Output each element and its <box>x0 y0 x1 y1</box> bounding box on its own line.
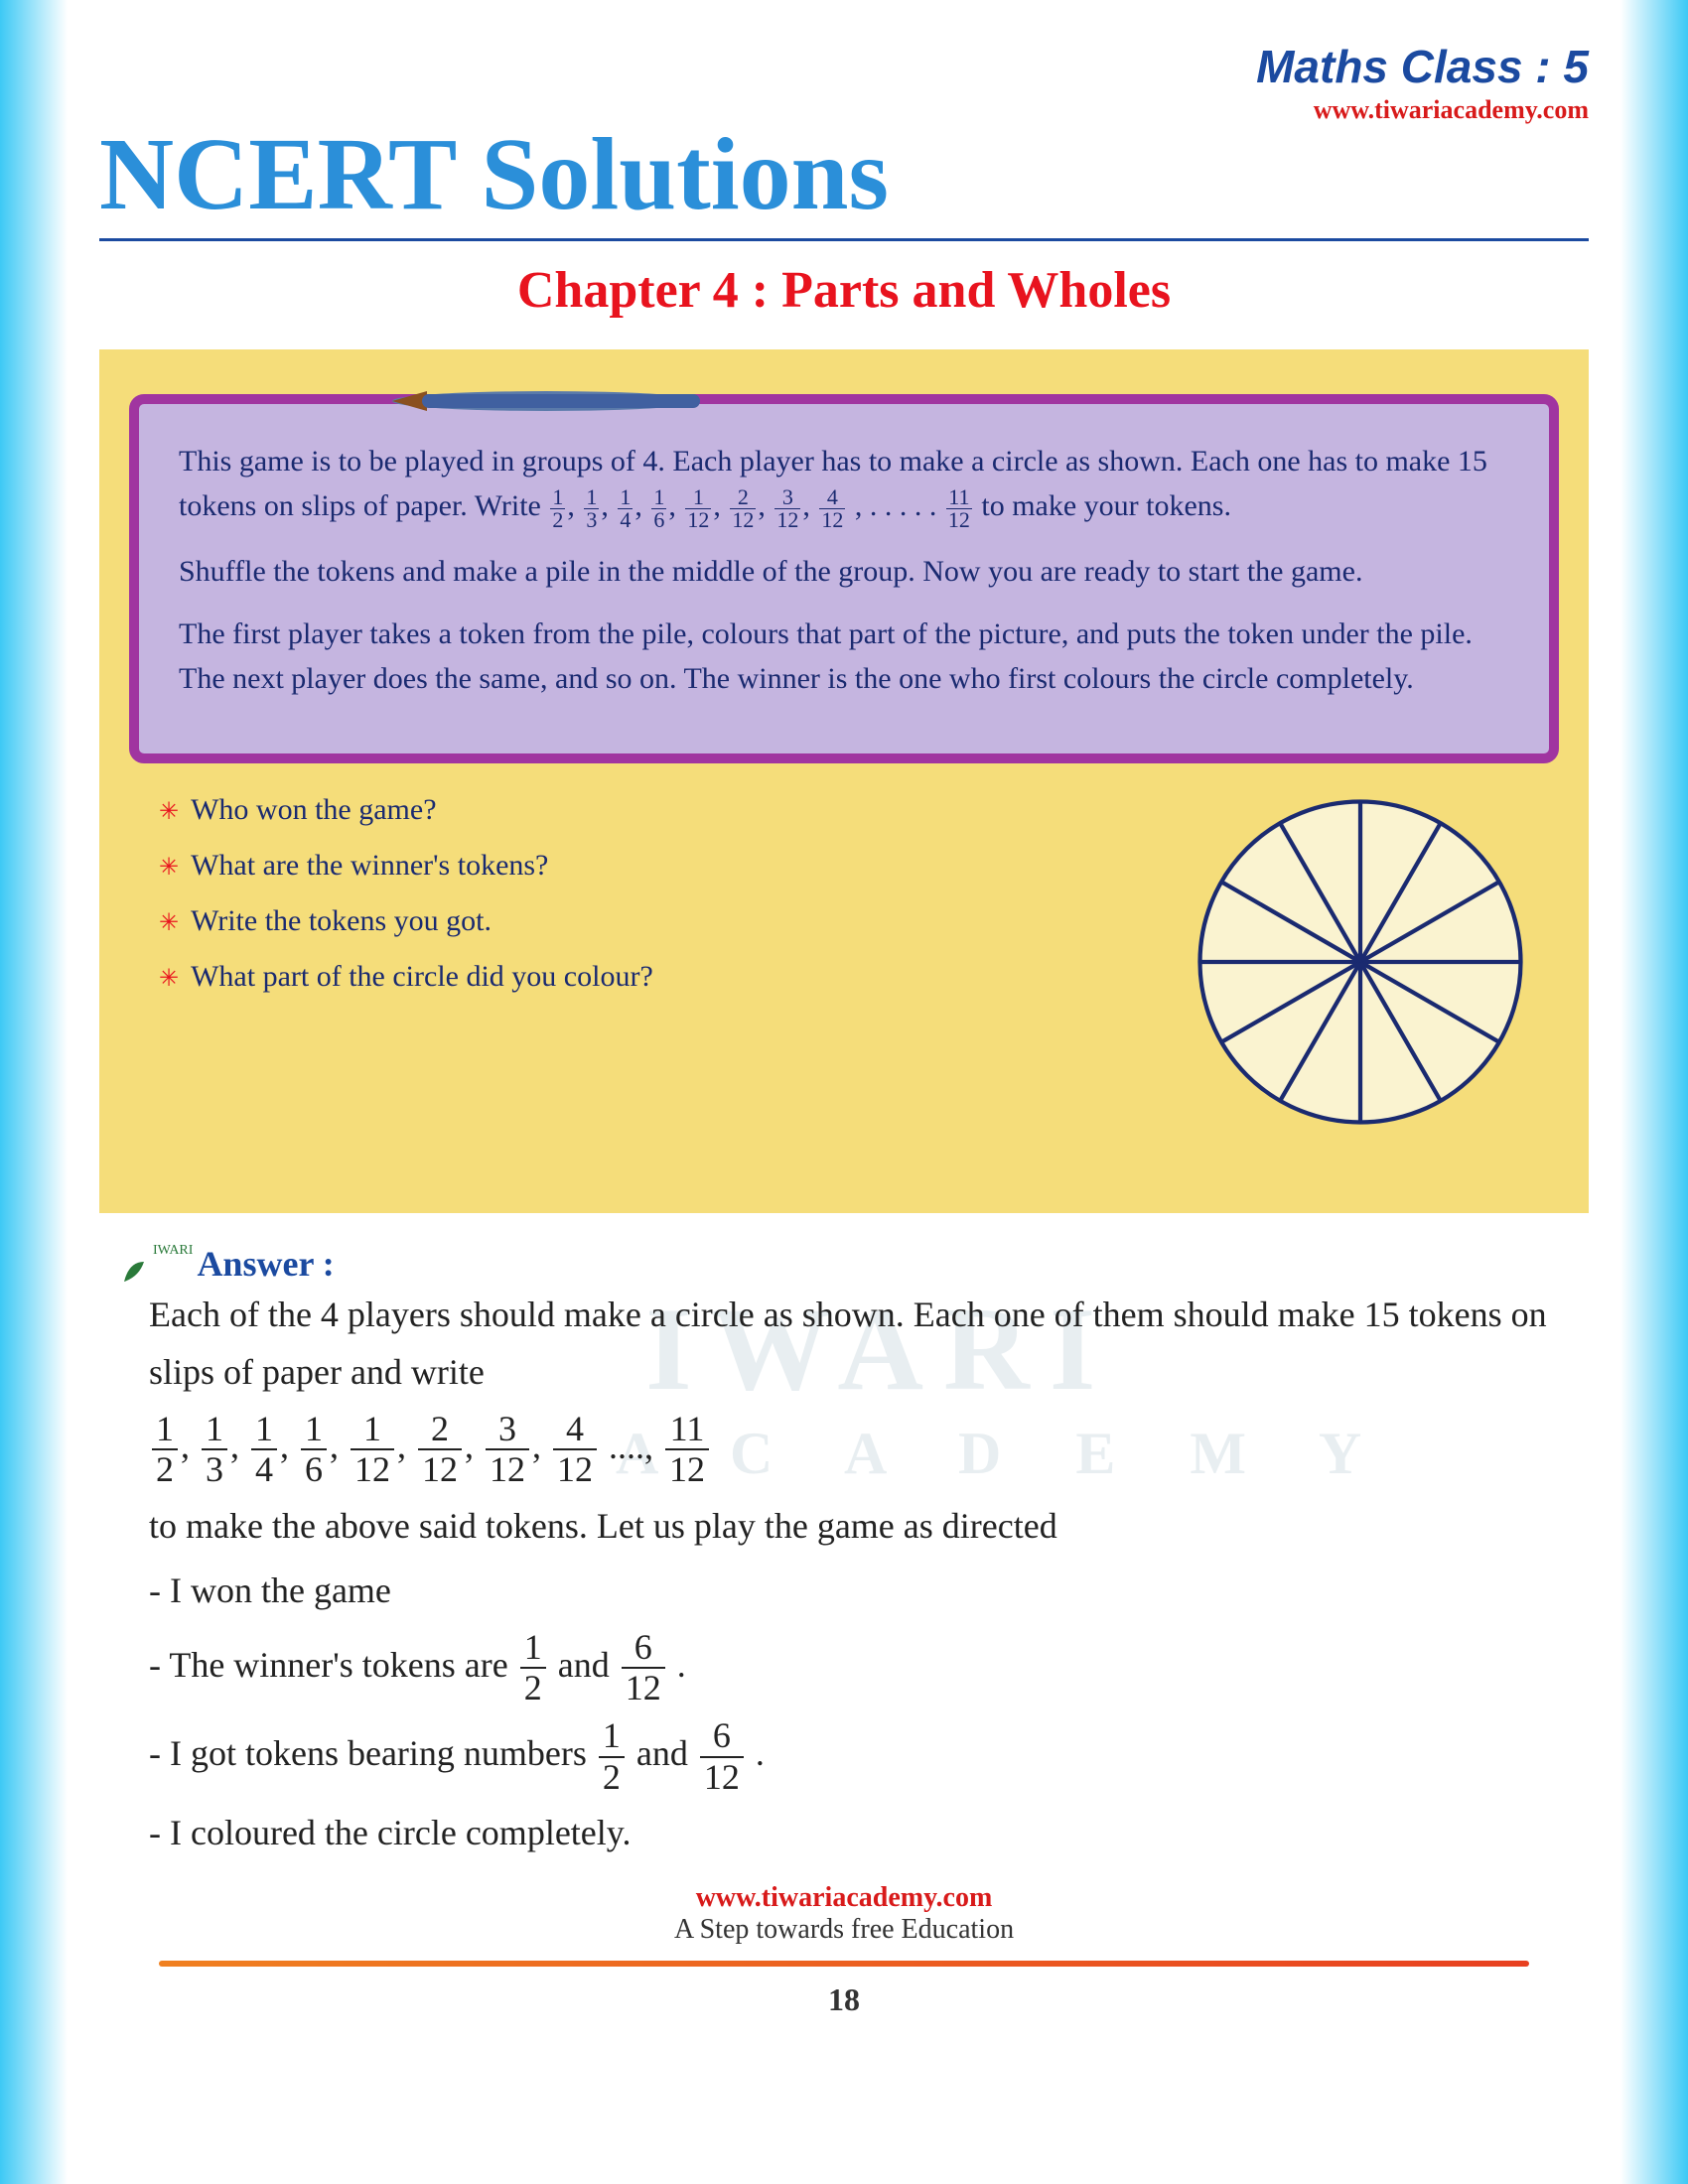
game-instructions: This game is to be played in groups of 4… <box>179 439 1509 701</box>
frac-last-1: 1112 <box>946 486 972 531</box>
b2-mid: and <box>558 1645 610 1685</box>
answer-b3: - I got tokens bearing numbers 12 and 61… <box>149 1716 1569 1797</box>
game-para-2: Shuffle the tokens and make a pile in th… <box>179 549 1509 594</box>
leaf-icon <box>119 1257 149 1287</box>
question-item: ✳Who won the game? <box>159 793 1192 827</box>
answer-p2: to make the above said tokens. Let us pl… <box>149 1498 1569 1556</box>
answer-label: Answer : <box>197 1243 334 1285</box>
pen-icon <box>387 379 705 424</box>
answer-fracs: 12, 13, 14, 16, 112, 212, 312, 412 ....,… <box>149 1410 1569 1490</box>
b3-f2: 612 <box>700 1716 744 1797</box>
class-label: Maths Class : 5 <box>99 40 1589 93</box>
page-number: 18 <box>99 1981 1589 2018</box>
frac-token: 12 <box>550 486 565 531</box>
answer-dots: ...., <box>609 1426 653 1465</box>
frac-token: 412 <box>819 486 845 531</box>
chapter-title: Chapter 4 : Parts and Wholes <box>99 261 1589 320</box>
answer-section: IWARI Answer : Each of the 4 players sho… <box>99 1243 1589 1862</box>
para1-b: to make your tokens. <box>981 489 1231 522</box>
bullet-icon: ✳ <box>159 799 179 825</box>
questions-list: ✳Who won the game? ✳What are the winner's… <box>159 793 1192 1131</box>
frac-token: 312 <box>774 486 800 531</box>
b3-f1: 12 <box>599 1716 625 1797</box>
answer-p1: Each of the 4 players should make a circ… <box>149 1287 1569 1401</box>
frac-token: 212 <box>730 486 756 531</box>
answer-b1: - I won the game <box>149 1563 1569 1620</box>
question-item: ✳What are the winner's tokens? <box>159 849 1192 883</box>
game-frame: This game is to be played in groups of 4… <box>129 394 1559 763</box>
bullet-icon: ✳ <box>159 910 179 936</box>
answer-text: Each of the 4 players should make a circ… <box>119 1287 1569 1862</box>
frac-token: 312 <box>486 1410 529 1490</box>
frac-token: 16 <box>301 1410 327 1490</box>
bullet-icon: ✳ <box>159 966 179 992</box>
frac-token: 14 <box>251 1410 277 1490</box>
b3a: - I got tokens bearing numbers <box>149 1733 596 1773</box>
b3-end: . <box>756 1733 765 1773</box>
answer-frac-last: 1112 <box>665 1410 709 1490</box>
frac-token: 112 <box>351 1410 394 1490</box>
footer-divider <box>159 1961 1529 1967</box>
dots1: , . . . . . <box>855 489 944 522</box>
game-box: This game is to be played in groups of 4… <box>99 349 1589 1213</box>
answer-b2: - The winner's tokens are 12 and 612 . <box>149 1628 1569 1708</box>
footer: www.tiwariacademy.com A Step towards fre… <box>99 1882 1589 2018</box>
question-item: ✳Write the tokens you got. <box>159 904 1192 938</box>
main-title: NCERT Solutions <box>99 115 1589 233</box>
frac-token: 14 <box>618 486 633 531</box>
frac-token: 13 <box>202 1410 227 1490</box>
frac-token: 13 <box>584 486 599 531</box>
fraction-list-2: 12, 13, 14, 16, 112, 212, 312, 412 <box>149 1426 600 1465</box>
answer-header: IWARI Answer : <box>119 1243 1569 1287</box>
footer-tag: A Step towards free Education <box>99 1914 1589 1946</box>
frac-token: 412 <box>553 1410 597 1490</box>
game-para-1: This game is to be played in groups of 4… <box>179 439 1509 531</box>
frac-token: 16 <box>651 486 666 531</box>
footer-link: www.tiwariacademy.com <box>99 1882 1589 1914</box>
header-top: Maths Class : 5 www.tiwariacademy.com <box>99 40 1589 125</box>
questions-area: ✳Who won the game? ✳What are the winner's… <box>129 793 1559 1131</box>
fraction-list-1: 12, 13, 14, 16, 112, 212, 312, 412 <box>548 489 847 522</box>
b3-mid: and <box>636 1733 688 1773</box>
bullet-icon: ✳ <box>159 855 179 881</box>
question-item: ✳What part of the circle did you colour? <box>159 960 1192 994</box>
b2-f2: 612 <box>622 1628 665 1708</box>
game-para-3: The first player takes a token from the … <box>179 612 1509 701</box>
frac-token: 12 <box>152 1410 178 1490</box>
title-underline <box>99 238 1589 241</box>
frac-token: 212 <box>418 1410 462 1490</box>
answer-b4: - I coloured the circle completely. <box>149 1805 1569 1862</box>
b2a: - The winner's tokens are <box>149 1645 517 1685</box>
b2-end: . <box>677 1645 686 1685</box>
circle-diagram <box>1192 793 1529 1131</box>
frac-token: 112 <box>685 486 711 531</box>
b2-f1: 12 <box>520 1628 546 1708</box>
